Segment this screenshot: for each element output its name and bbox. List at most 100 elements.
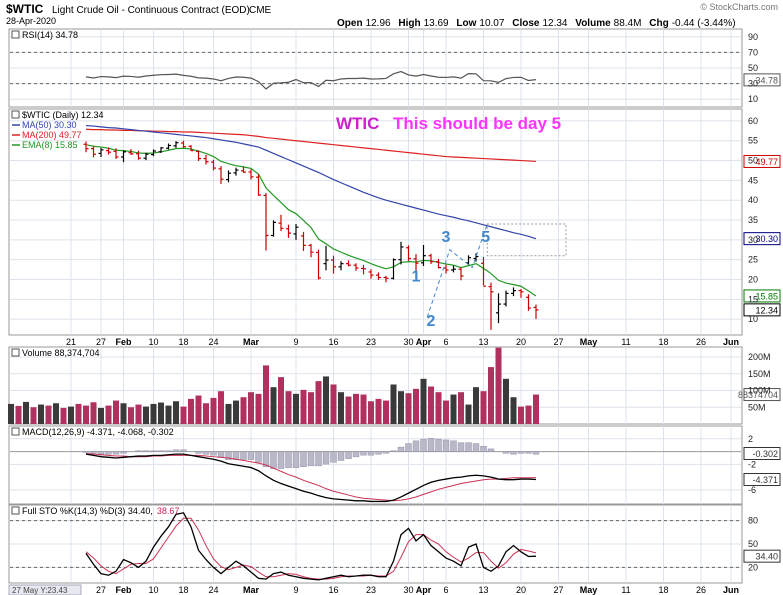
macd-line <box>85 453 537 503</box>
price-tag-2: 15.85 <box>755 291 778 301</box>
macd-hist-bar <box>457 442 465 452</box>
macd-hist-bar <box>367 451 375 456</box>
x-tick-sto: Jun <box>723 585 739 595</box>
candle <box>211 159 216 171</box>
volume-last-tag-box <box>743 388 781 402</box>
macd-tag-0: -0.302 <box>752 449 778 459</box>
macd-hist-bar <box>180 449 187 452</box>
candle <box>353 263 359 271</box>
x-tick-sto: Feb <box>115 585 132 595</box>
macd-hist-bar <box>247 451 255 460</box>
macd-hist-bar <box>285 451 292 468</box>
volume-bar <box>225 403 232 424</box>
macd-hist-bar <box>292 451 300 468</box>
candle <box>496 293 501 324</box>
candle <box>338 261 344 271</box>
y-tick-rsi: 50 <box>748 63 758 73</box>
x-tick-price: 30 <box>403 337 413 347</box>
candle <box>218 166 224 184</box>
macd-hist-bar <box>277 451 285 469</box>
macd-hist-bar <box>435 438 442 452</box>
volume-bar <box>45 405 52 424</box>
price-tag-3-box <box>743 303 781 317</box>
candle <box>458 267 464 281</box>
annotation-title: WTIC <box>336 114 379 133</box>
candle <box>481 256 486 287</box>
volume-bar <box>150 403 157 424</box>
ohlc-summary: Open 12.96 High 13.69 Low 10.07 Close 12.34 … <box>337 18 736 29</box>
macd-hist-bar <box>150 450 157 452</box>
x-tick-price: 24 <box>208 337 218 347</box>
volume-bar <box>240 397 247 424</box>
macd-hist-bar <box>532 451 540 455</box>
volume-bar <box>8 403 14 424</box>
macd-hist-bar <box>300 451 307 467</box>
macd-hist-bar <box>90 451 97 454</box>
volume-bar <box>435 392 442 424</box>
candle <box>203 154 209 165</box>
rsi-last-tag: 34.78 <box>755 75 778 85</box>
x-tick-price: 18 <box>178 337 188 347</box>
volume-bar <box>330 384 337 424</box>
candle <box>391 258 396 280</box>
macd-hist-bar <box>397 446 405 452</box>
candle <box>331 255 336 274</box>
macd-hist-bar <box>82 451 90 453</box>
volume-bar <box>270 387 277 424</box>
macd-hist-bar <box>322 451 330 465</box>
candle <box>248 169 254 180</box>
rsi-legend-text: RSI(14) 34.78 <box>22 30 78 40</box>
x-tick-sto: 20 <box>516 585 526 595</box>
candle <box>503 290 509 307</box>
candle <box>436 258 441 269</box>
candle <box>128 149 134 155</box>
x-tick-sto: 26 <box>696 585 706 595</box>
volume-bar <box>113 400 119 424</box>
legend-ma50: MA(50) 30.30 <box>22 120 77 130</box>
candle <box>383 275 389 283</box>
y-tick-macd: 2 <box>748 434 753 444</box>
hover-date-box <box>8 584 82 595</box>
volume-bar <box>383 400 389 424</box>
candle <box>488 282 494 330</box>
macd-hist-bar <box>97 451 105 455</box>
macd-hist-bar <box>412 440 420 452</box>
macd-hist-bar <box>345 451 352 459</box>
macd-hist-bar <box>337 451 345 461</box>
macd-hist-bar <box>157 450 165 452</box>
hover-date: 27 May Y:23.43 <box>12 586 68 595</box>
macd-hist-bar <box>502 451 510 454</box>
y-tick-price: 40 <box>748 195 758 205</box>
volume-bar <box>368 401 374 424</box>
volume-bar <box>105 405 112 424</box>
volume-bar <box>128 407 134 424</box>
candle <box>428 253 434 265</box>
volume-bar <box>300 389 307 424</box>
macd-hist-bar <box>172 449 180 452</box>
x-tick-sto: 23 <box>366 585 376 595</box>
volume-bar <box>473 387 479 424</box>
candle <box>421 244 426 267</box>
macd-hist-bar <box>135 450 142 452</box>
candle <box>286 224 291 238</box>
header-symbol: $WTIC <box>6 2 44 16</box>
volume-legend: Volume 88,374,704 <box>11 348 100 358</box>
volume-bar <box>195 395 202 424</box>
x-tick-price: Mar <box>243 337 260 347</box>
volume-bar <box>420 378 427 424</box>
volume-bar <box>120 403 127 424</box>
candle <box>301 231 306 251</box>
x-tick-price: 6 <box>443 337 448 347</box>
price-legend-title: $WTIC (Daily) 12.34 <box>22 110 104 120</box>
wave-projection-line <box>426 223 488 318</box>
volume-legend-text: Volume 88,374,704 <box>22 348 100 358</box>
y-tick-vol: 100M <box>748 386 771 396</box>
macd-hist-bar <box>105 451 112 455</box>
sto-legend-text: Full STO %K(14,3) %D(3) 34.40, 38.67 <box>22 506 179 516</box>
macd-hist-bar <box>375 451 382 455</box>
y-tick-rsi: 90 <box>748 32 758 42</box>
x-tick-price: 11 <box>621 337 630 347</box>
y-tick-sto: 20 <box>748 562 758 572</box>
price-tag-1-box <box>743 232 781 246</box>
